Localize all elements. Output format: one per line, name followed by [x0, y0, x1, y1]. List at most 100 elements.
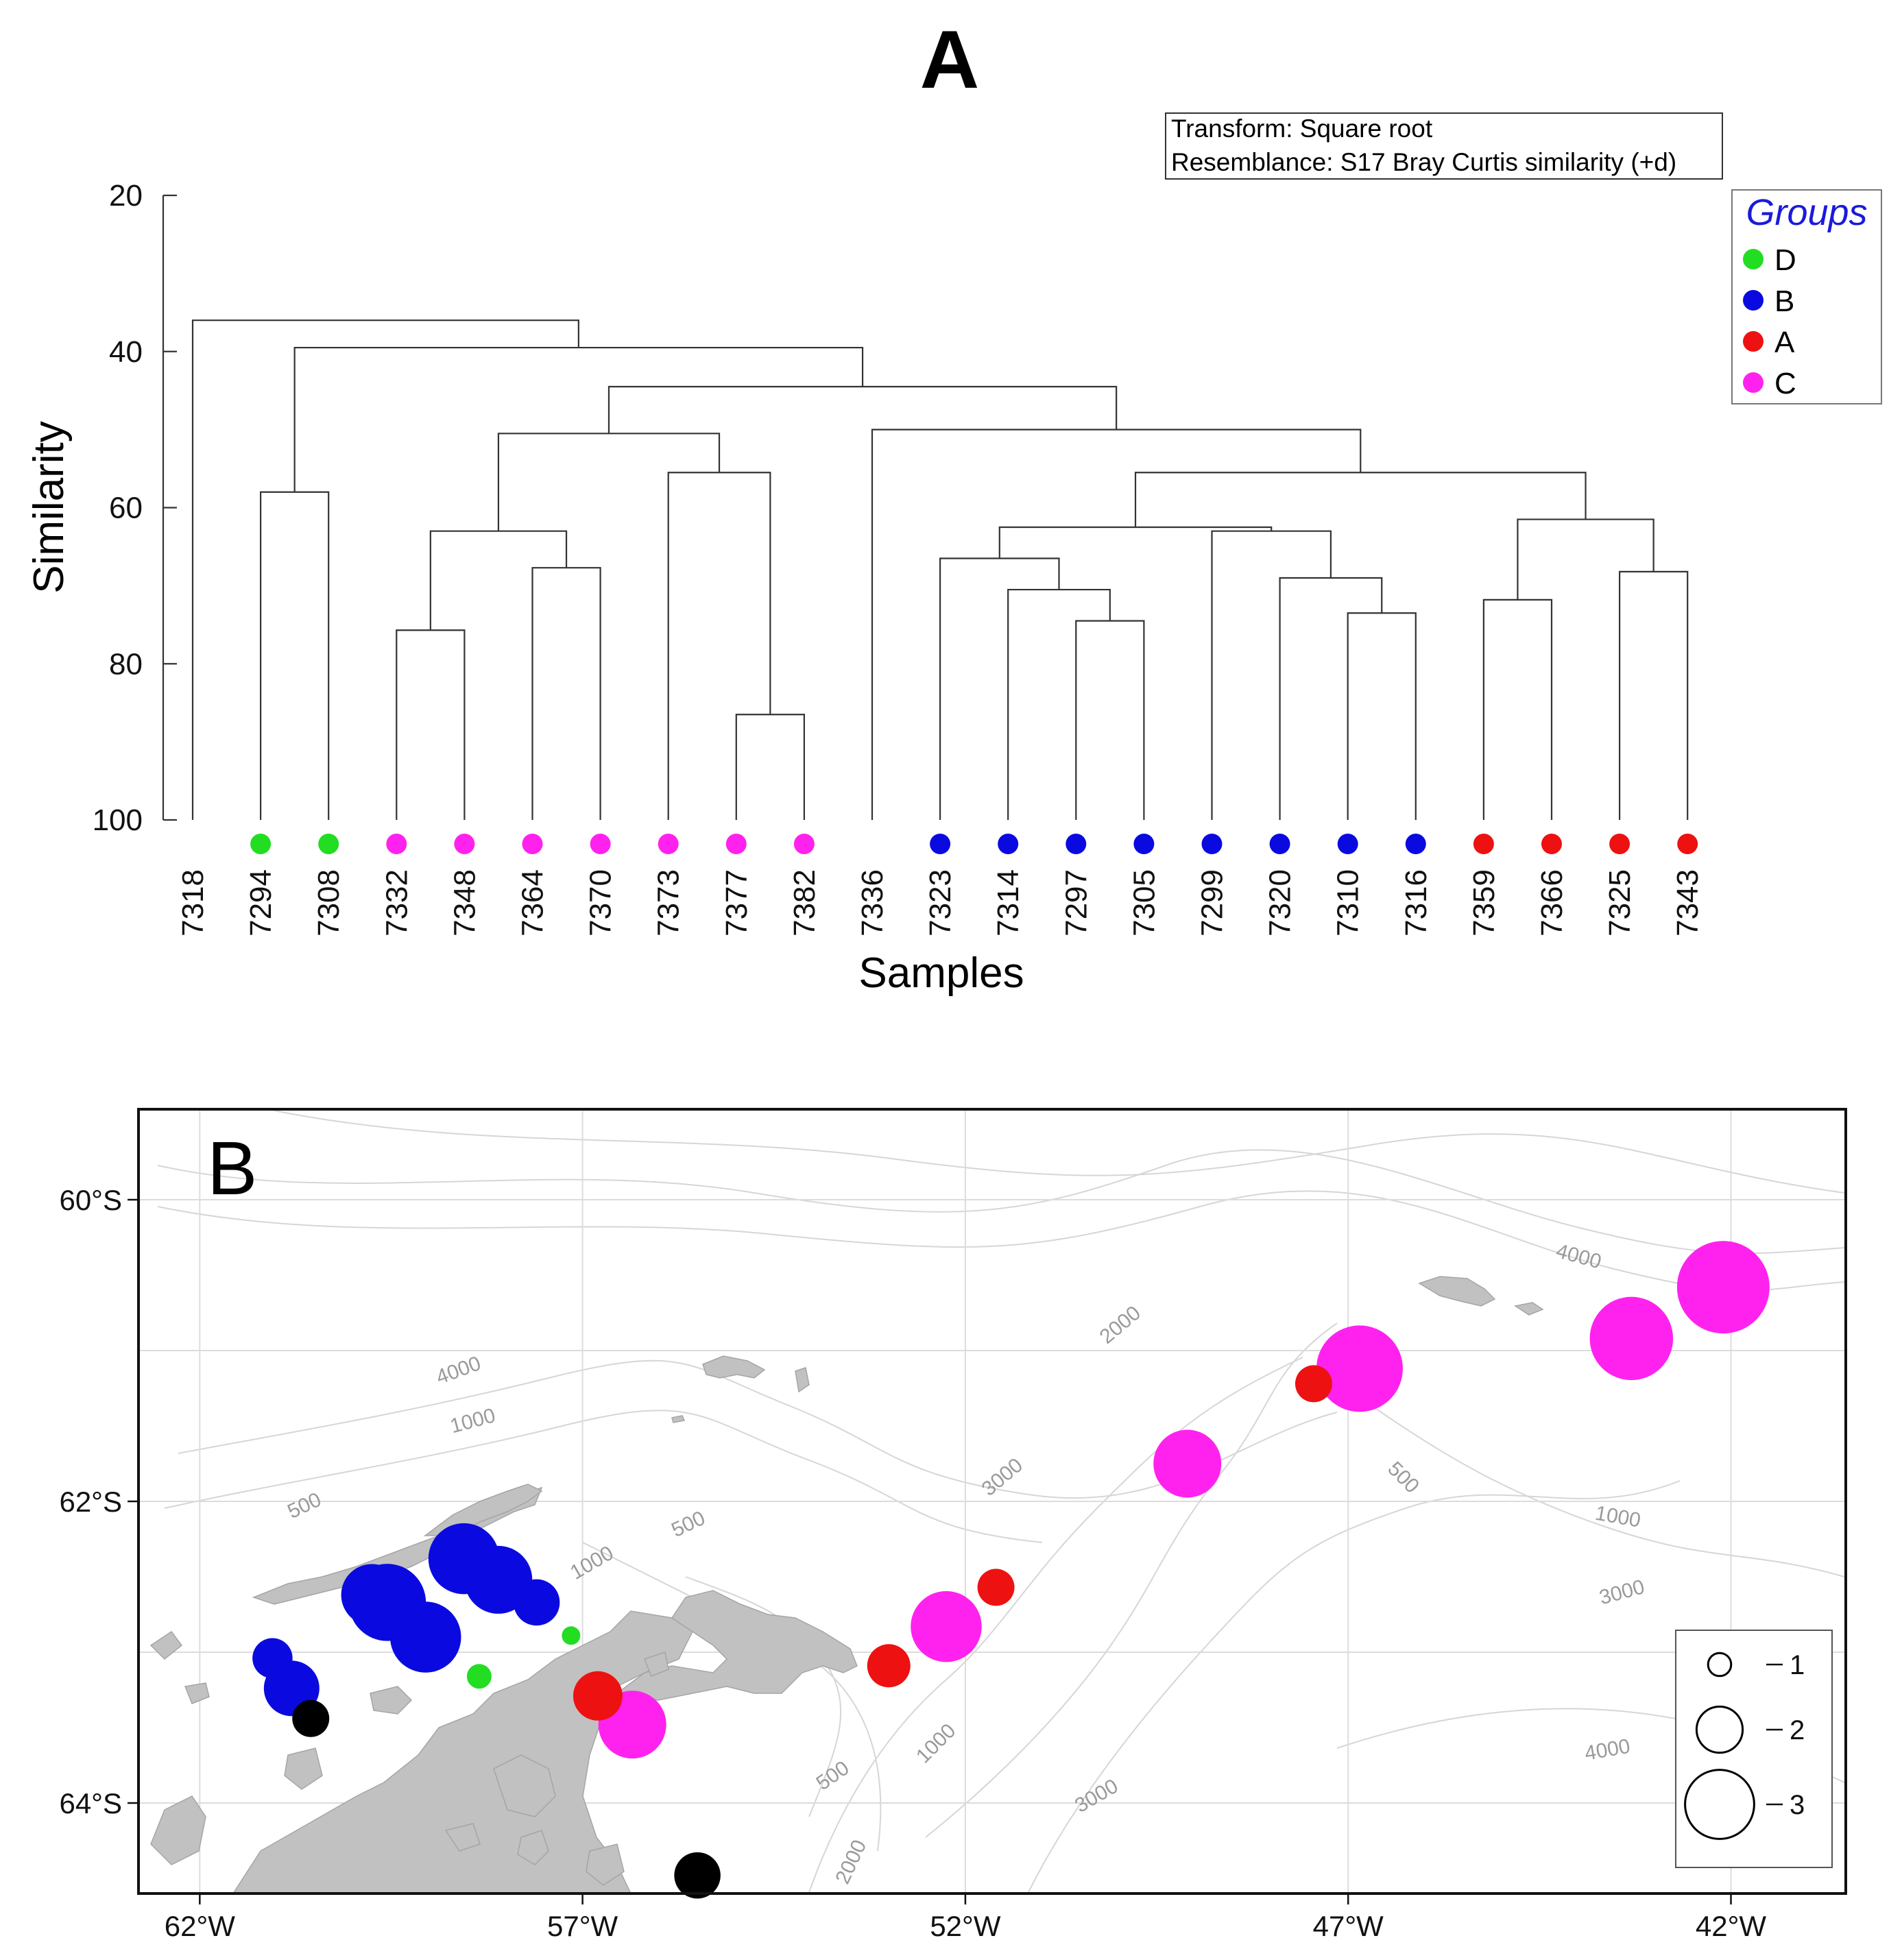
trinity-peninsula [616, 1590, 858, 1701]
dendrogram-link [260, 491, 330, 820]
legend-label-C: C [1774, 367, 1796, 400]
sample-bubble-B [428, 1523, 500, 1595]
sample-label-7294: 7294 [244, 869, 278, 936]
leaf-marker-7310 [1337, 834, 1358, 854]
dendrogram-links [191, 319, 1689, 820]
dendrogram-link [998, 526, 1273, 559]
y-tick-label: 100 [93, 803, 143, 837]
dendrogram-link [429, 530, 568, 631]
sample-bubble-C [911, 1590, 982, 1662]
sample-bubble-C [1316, 1325, 1403, 1412]
leaf-marker-7323 [930, 834, 951, 854]
dendrogram-link [1211, 530, 1332, 820]
island [586, 1843, 625, 1886]
y-axis-title: Similarity [25, 421, 73, 593]
island [149, 1630, 183, 1660]
sample-bubbles [252, 1241, 1770, 1899]
dendrogram-link [1007, 588, 1111, 820]
dendrogram-link [871, 428, 1362, 820]
sample-label-7332: 7332 [380, 869, 413, 936]
island [644, 1652, 669, 1677]
dendrogram-panel: A Transform: Square root Resemblance: S1… [25, 14, 1882, 997]
y-tick-label: 40 [109, 335, 143, 369]
leaf-marker-7348 [454, 834, 475, 854]
leaf-marker-7343 [1677, 834, 1698, 854]
sample-bubble-A [573, 1671, 623, 1721]
dendrogram-link [1482, 598, 1553, 820]
sample-bubble-D [466, 1664, 492, 1689]
dendrogram-link [667, 472, 771, 820]
x-axis-title: Samples [858, 949, 1024, 997]
dendrogram-link [939, 557, 1060, 820]
island [184, 1682, 210, 1704]
elephant-island [702, 1355, 766, 1379]
dendrogram-link [1347, 612, 1417, 820]
leaf-marker-7294 [250, 834, 272, 854]
size-legend: 1 2 3 [1675, 1630, 1833, 1868]
sample-label-7314: 7314 [991, 869, 1025, 936]
sample-bubble-B [252, 1638, 293, 1679]
legend-title: Groups [1746, 192, 1867, 233]
sample-label-7323: 7323 [924, 869, 957, 936]
sample-bubble-C [1153, 1429, 1222, 1498]
leaf-marker-7297 [1066, 834, 1087, 854]
size-legend-label-1: 1 [1790, 1650, 1805, 1680]
sample-bubble-C [1589, 1296, 1674, 1381]
size-legend-circle-3 [1684, 1769, 1755, 1840]
south-orkney-islands [1418, 1276, 1496, 1307]
leaf-marker-7316 [1405, 834, 1426, 854]
peninsula-east-coast [493, 1754, 556, 1817]
leaf-marker-7377 [725, 834, 747, 854]
panel-b-label: B [207, 1126, 257, 1211]
info-box-frame [1165, 112, 1723, 180]
sample-bubble-A [977, 1569, 1015, 1606]
leaf-marker-7325 [1609, 834, 1630, 854]
leaf-marker-7320 [1269, 834, 1290, 854]
size-legend-circle-1 [1707, 1652, 1733, 1678]
island [517, 1830, 549, 1865]
island [150, 1795, 206, 1865]
size-legend-label-3: 3 [1790, 1790, 1805, 1820]
contour-line [178, 1359, 1338, 1499]
sample-label-7308: 7308 [312, 869, 346, 936]
dendrogram-link [607, 385, 1118, 434]
clarence-island [795, 1367, 810, 1393]
antarctic-peninsula [232, 1610, 693, 1894]
sample-label-7305: 7305 [1127, 869, 1161, 936]
dendrogram-link [1619, 570, 1689, 820]
y-tick-label: 80 [109, 647, 143, 681]
sample-label-7318: 7318 [176, 869, 210, 936]
info-line-resemblance: Resemblance: S17 Bray Curtis similarity … [1171, 148, 1676, 176]
contour-line [1371, 1405, 1845, 1577]
sample-label-7359: 7359 [1467, 869, 1501, 936]
leaf-marker-7373 [658, 834, 679, 854]
island [370, 1686, 413, 1715]
sample-bubble-B [341, 1564, 403, 1626]
legend-marker-A [1743, 331, 1763, 352]
sample-label-7325: 7325 [1603, 869, 1637, 936]
sample-bubble-A [867, 1644, 911, 1688]
land-masses [149, 1276, 1544, 1894]
leaf-marker-7366 [1541, 834, 1562, 854]
legend-label-A: A [1774, 326, 1795, 359]
size-legend-label-2: 2 [1790, 1715, 1805, 1745]
dendrogram-link [396, 629, 466, 820]
sample-label-7316: 7316 [1399, 869, 1433, 936]
transform-info-box: Transform: Square root Resemblance: S17 … [1165, 112, 1723, 180]
leaf-marker-7308 [318, 834, 339, 854]
south-orkney-islet [1514, 1302, 1544, 1316]
legend-marker-B [1743, 290, 1763, 311]
lat-tick-label: 62°S [59, 1486, 122, 1518]
y-tick-label: 60 [109, 492, 143, 525]
dendrogram-link [1517, 518, 1654, 600]
sample-label-7320: 7320 [1264, 869, 1297, 936]
y-tick-label: 20 [109, 179, 143, 213]
legend-label-D: D [1774, 243, 1796, 277]
dendrogram-link [1279, 577, 1383, 820]
sample-labels: 7318 7294 7308 7332 7348 7364 7370 7373 7377 7382… [176, 869, 1705, 936]
sample-label-7348: 7348 [448, 869, 481, 936]
map-panel: 4000200040001000500300050010005001000300… [59, 1108, 1847, 1942]
lon-tick-label: 42°W [1696, 1910, 1767, 1942]
sample-label-7366: 7366 [1535, 869, 1569, 936]
